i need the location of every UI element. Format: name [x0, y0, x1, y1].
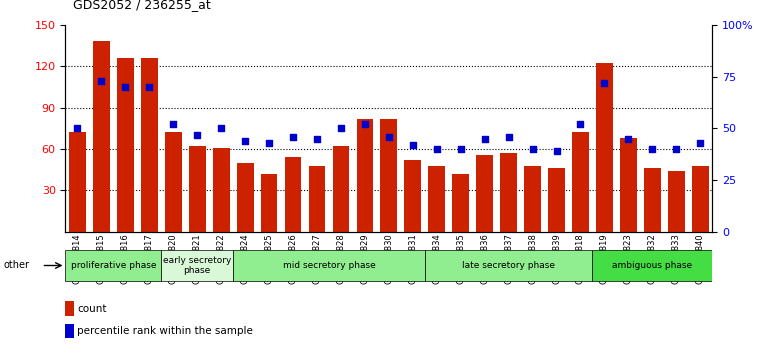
Bar — [213, 148, 229, 232]
Text: late secretory phase: late secretory phase — [462, 261, 555, 270]
Bar — [141, 58, 158, 232]
Point — [72, 125, 84, 131]
Bar — [117, 58, 134, 232]
Point — [430, 146, 443, 152]
Text: ambiguous phase: ambiguous phase — [612, 261, 692, 270]
Bar — [65, 324, 74, 338]
Bar — [572, 132, 589, 232]
Bar — [261, 174, 277, 232]
Point — [646, 146, 658, 152]
Point — [359, 121, 371, 127]
Point — [263, 140, 275, 145]
Bar — [404, 160, 421, 232]
Point — [551, 148, 563, 154]
Bar — [233, 250, 425, 281]
Point — [598, 80, 611, 86]
Bar — [452, 174, 469, 232]
Bar — [285, 157, 301, 232]
Bar — [309, 166, 326, 232]
Bar — [428, 166, 445, 232]
Point — [335, 125, 347, 131]
Point — [503, 134, 515, 139]
Bar — [692, 166, 708, 232]
Bar — [65, 250, 161, 281]
Point — [454, 146, 467, 152]
Bar — [333, 146, 350, 232]
Text: GDS2052 / 236255_at: GDS2052 / 236255_at — [73, 0, 211, 11]
Bar — [644, 169, 661, 232]
Text: mid secretory phase: mid secretory phase — [283, 261, 375, 270]
Point — [239, 138, 251, 144]
Point — [215, 125, 227, 131]
Bar — [668, 171, 685, 232]
Point — [119, 84, 132, 90]
Bar — [189, 146, 206, 232]
Point — [287, 134, 300, 139]
Text: proliferative phase: proliferative phase — [71, 261, 156, 270]
Text: other: other — [4, 261, 30, 270]
Bar — [596, 63, 613, 232]
Bar — [65, 301, 74, 316]
Point — [95, 78, 108, 84]
Bar — [620, 138, 637, 232]
Bar — [592, 250, 712, 281]
Text: count: count — [77, 304, 106, 314]
Bar — [500, 153, 517, 232]
Point — [191, 132, 203, 137]
Bar — [524, 166, 541, 232]
Point — [311, 136, 323, 142]
Bar — [357, 119, 373, 232]
Bar — [477, 155, 493, 232]
Point — [527, 146, 539, 152]
Bar — [548, 169, 565, 232]
Point — [694, 140, 706, 145]
Point — [574, 121, 587, 127]
Bar — [236, 163, 253, 232]
Text: percentile rank within the sample: percentile rank within the sample — [77, 326, 253, 336]
Point — [407, 142, 419, 148]
Bar — [93, 41, 110, 232]
Bar — [425, 250, 592, 281]
Point — [143, 84, 156, 90]
Point — [622, 136, 634, 142]
Text: early secretory
phase: early secretory phase — [163, 256, 232, 275]
Bar — [380, 119, 397, 232]
Bar — [165, 132, 182, 232]
Point — [167, 121, 179, 127]
Point — [478, 136, 490, 142]
Bar — [69, 132, 85, 232]
Bar — [161, 250, 233, 281]
Point — [383, 134, 395, 139]
Point — [670, 146, 682, 152]
